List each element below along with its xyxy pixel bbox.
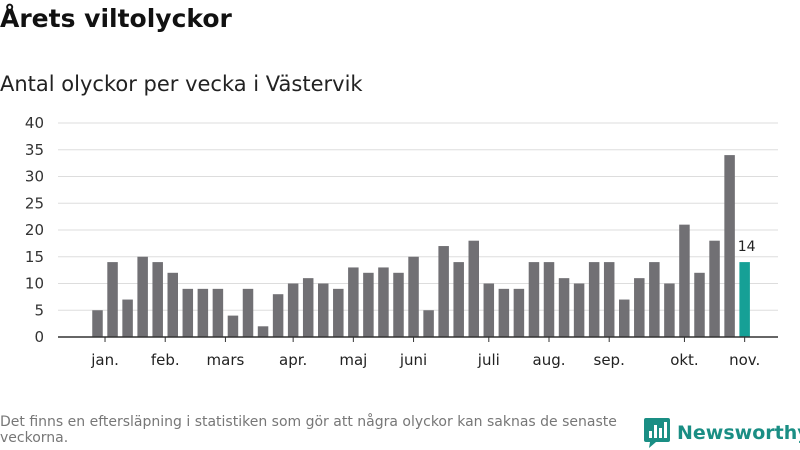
bar (393, 272, 404, 337)
bar (333, 288, 344, 337)
bar (408, 256, 419, 337)
bar (348, 267, 359, 337)
x-tick-label: maj (339, 351, 367, 369)
y-tick-label: 20 (25, 221, 44, 239)
bar (122, 299, 133, 337)
data-label: 14 (738, 239, 756, 255)
bar (619, 299, 630, 337)
x-tick-label: aug. (533, 351, 566, 369)
bar (498, 288, 510, 337)
bar (197, 288, 209, 337)
x-tick-label: apr. (279, 351, 307, 369)
x-tick-label: jan. (90, 351, 119, 369)
bar (664, 283, 675, 337)
bar (438, 246, 449, 337)
bar (649, 262, 660, 337)
bar (634, 278, 645, 337)
x-tick-label: sep. (594, 351, 625, 369)
brand-name: Newsworthy (677, 422, 800, 444)
bar (588, 262, 600, 337)
bar (423, 310, 434, 337)
y-tick-label: 40 (25, 114, 44, 132)
newsworthy-brand: Newsworthy (644, 418, 800, 448)
bar (167, 272, 178, 337)
x-tick-label: okt. (670, 351, 699, 369)
bar (468, 240, 479, 337)
y-tick-label: 15 (25, 248, 44, 266)
bar (363, 272, 374, 337)
y-tick-label: 25 (25, 194, 44, 212)
bar (182, 288, 194, 337)
bar (242, 288, 254, 337)
bar (92, 310, 103, 337)
newsworthy-logo-icon (644, 418, 670, 448)
x-tick-label: mars (207, 351, 245, 369)
bar (483, 283, 495, 337)
bar (257, 326, 269, 337)
bar (453, 262, 464, 337)
bar (679, 224, 690, 337)
bar (152, 262, 163, 337)
bar (318, 283, 329, 337)
bar-highlighted (739, 262, 750, 337)
bar (709, 240, 720, 337)
bar (287, 283, 299, 337)
y-tick-label: 35 (25, 141, 44, 159)
chart-title: Årets viltolyckor (0, 4, 232, 33)
bar (724, 155, 735, 337)
chart-subtitle: Antal olyckor per vecka i Västervik (0, 72, 363, 96)
y-tick-label: 10 (25, 275, 44, 293)
bar (272, 294, 284, 337)
bar (558, 278, 570, 337)
bar (694, 272, 705, 337)
x-tick-label: juni (399, 351, 427, 369)
bar (528, 262, 540, 337)
y-tick-label: 5 (34, 301, 44, 319)
footnote: Det finns en eftersläpning i statistiken… (0, 414, 617, 446)
bar (378, 267, 389, 337)
x-tick-label: feb. (151, 351, 180, 369)
bar (137, 256, 148, 337)
bar (227, 315, 239, 337)
bar (302, 278, 314, 337)
bar (107, 262, 118, 337)
bar (513, 288, 525, 337)
bar (543, 262, 555, 337)
bar (212, 288, 224, 337)
bar (573, 283, 585, 337)
y-tick-label: 0 (34, 328, 44, 346)
bar-chart: 0 5 10 15 20 25 30 35 40 14 jan. feb. mars apr. maj jun… (25, 114, 778, 369)
x-tick-label: nov. (729, 351, 760, 369)
y-tick-label: 30 (25, 168, 44, 186)
x-tick-label: juli (477, 351, 500, 369)
bar (603, 262, 615, 337)
